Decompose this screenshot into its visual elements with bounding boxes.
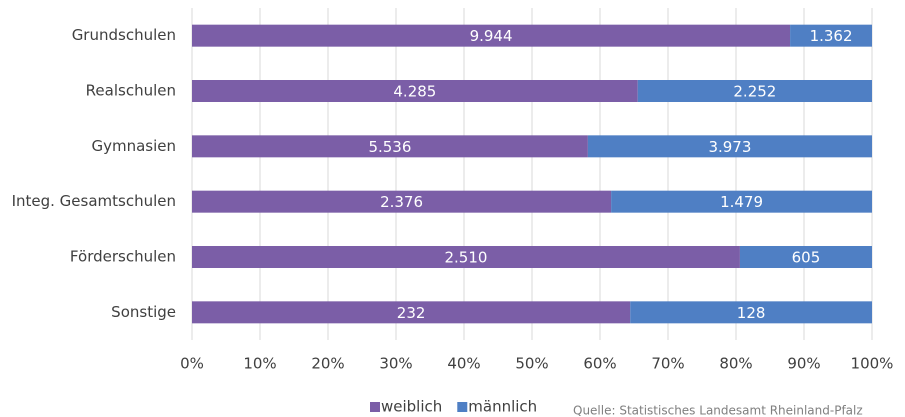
x-tick-label: 100% [851,355,894,373]
bar-segment [637,80,872,102]
y-tick-label: Integ. Gesamtschulen [12,192,176,210]
legend-swatch [457,402,468,412]
y-tick-label: Gymnasien [91,137,176,155]
x-tick-label: 50% [515,355,548,373]
bar-segment [192,190,612,213]
bar-segment [192,135,588,158]
bar-segment [192,80,638,102]
x-tick-label: 10% [243,355,276,373]
bar-segment [587,135,872,158]
bar-segment [611,190,872,213]
x-tick-label: 30% [379,355,412,373]
bar-segment [630,301,872,324]
x-tick-label: 90% [787,355,820,373]
bar-segment [192,246,740,268]
x-tick-label: 0% [180,355,204,373]
bar-segment [192,24,791,47]
source-note: Quelle: Statistisches Landesamt Rheinlan… [573,404,863,417]
legend-label: männlich [468,398,537,416]
value-label: 232 [397,304,426,322]
value-label: 1.479 [720,193,763,211]
value-label: 605 [792,249,821,267]
value-label: 5.536 [368,138,411,156]
y-tick-label: Sonstige [111,303,176,321]
x-tick-label: 20% [311,355,344,373]
x-tick-label: 70% [651,355,684,373]
value-label: 3.973 [708,138,751,156]
bar-segment [790,24,872,47]
value-label: 2.252 [733,83,776,101]
legend-label: weiblich [381,398,442,416]
x-tick-label: 60% [583,355,616,373]
x-tick-label: 80% [719,355,752,373]
value-label: 9.944 [470,27,513,45]
value-label: 2.510 [444,249,487,267]
value-label: 4.285 [393,83,436,101]
legend-swatch [370,402,380,412]
y-tick-label: Realschulen [86,82,176,100]
bar-segment [192,301,631,324]
x-tick-label: 40% [447,355,480,373]
bar-segment [739,246,872,268]
value-label: 128 [737,304,766,322]
value-label: 1.362 [810,27,853,45]
y-tick-label: Grundschulen [72,26,176,44]
y-tick-label: Förderschulen [70,248,176,266]
value-label: 2.376 [380,193,423,211]
